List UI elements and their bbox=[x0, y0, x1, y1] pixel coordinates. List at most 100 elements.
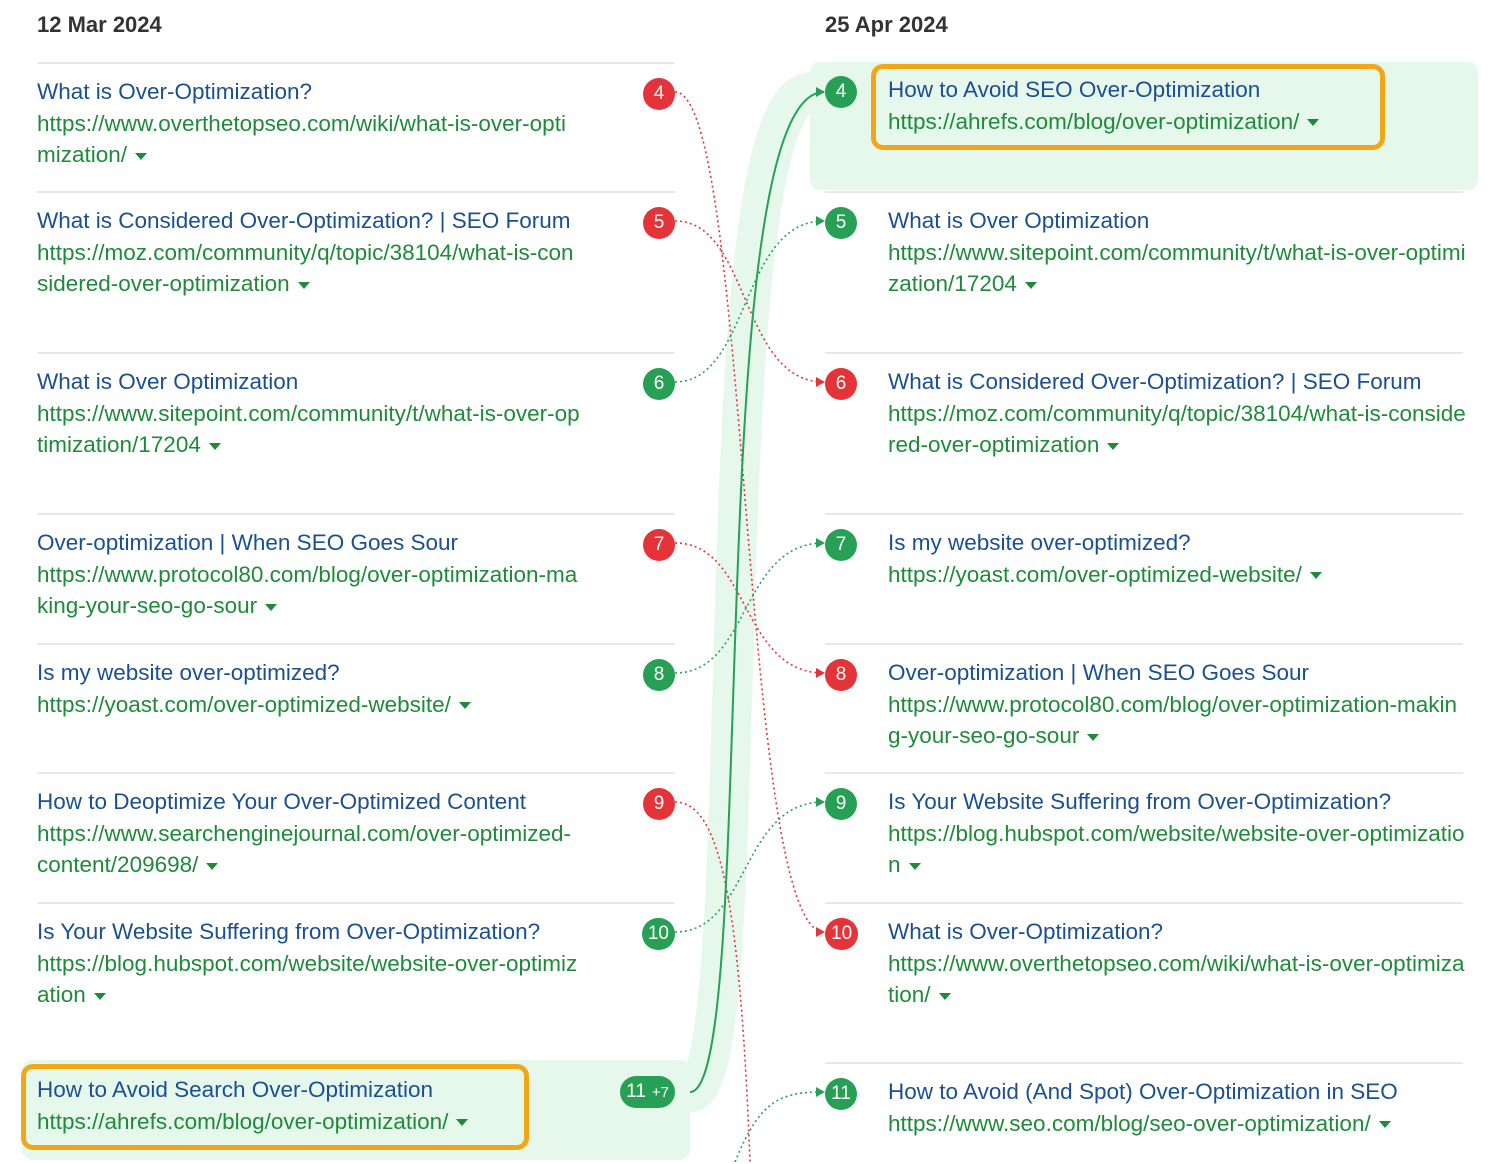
result-title-link[interactable]: How to Deoptimize Your Over-Optimized Co… bbox=[37, 789, 526, 814]
serp-row: 11 How to Avoid (And Spot) Over-Optimizat… bbox=[825, 1062, 1463, 1164]
result-title-link[interactable]: What is Over Optimization bbox=[37, 369, 299, 394]
result-title-link[interactable]: Over-optimization | When SEO Goes Sour bbox=[37, 530, 459, 555]
result-url-link[interactable]: https://www.overthetopseo.com/wiki/what-… bbox=[37, 110, 566, 168]
rank-connector bbox=[674, 542, 825, 674]
chevron-down-icon[interactable] bbox=[208, 442, 221, 450]
right-date: 25 Apr 2024 bbox=[825, 12, 948, 37]
rank-connector bbox=[674, 801, 751, 1162]
result-text: Is Your Website Suffering from Over-Opti… bbox=[888, 786, 1466, 881]
chevron-down-icon[interactable] bbox=[456, 1119, 469, 1127]
rank-badge: 9 bbox=[825, 788, 857, 820]
rank-number: 11 bbox=[626, 1081, 646, 1102]
rank-number: 8 bbox=[653, 664, 665, 685]
result-title-link[interactable]: Is Your Website Suffering from Over-Opti… bbox=[37, 919, 541, 944]
result-url-link[interactable]: https://www.sitepoint.com/community/t/wh… bbox=[888, 239, 1466, 297]
chevron-down-icon[interactable] bbox=[135, 152, 148, 160]
chevron-down-icon[interactable] bbox=[206, 862, 219, 870]
result-text: Is Your Website Suffering from Over-Opti… bbox=[37, 916, 582, 1011]
result-url-link[interactable]: https://blog.hubspot.com/website/website… bbox=[888, 820, 1465, 878]
result-title-link[interactable]: Is my website over-optimized? bbox=[37, 660, 340, 685]
rank-badge: 6 bbox=[825, 368, 857, 400]
result-text: What is Considered Over-Optimization? | … bbox=[888, 366, 1466, 461]
rank-badge: 6 bbox=[643, 368, 675, 400]
result-url-link[interactable]: https://yoast.com/over-optimized-website… bbox=[37, 691, 451, 717]
rank-number: 5 bbox=[835, 212, 847, 233]
rank-change-count: +7 bbox=[651, 1084, 669, 1101]
result-title-link[interactable]: What is Over Optimization bbox=[888, 208, 1150, 233]
chevron-down-icon[interactable] bbox=[93, 992, 106, 1000]
rank-badge: 4 bbox=[825, 76, 857, 108]
rank-badge: 5 bbox=[643, 207, 675, 239]
chevron-down-icon[interactable] bbox=[1309, 572, 1322, 580]
result-url-link[interactable]: https://www.seo.com/blog/seo-over-optimi… bbox=[888, 1110, 1371, 1136]
chevron-down-icon[interactable] bbox=[1087, 733, 1100, 741]
chevron-down-icon[interactable] bbox=[938, 992, 951, 1000]
result-url-link[interactable]: https://www.protocol80.com/blog/over-opt… bbox=[888, 691, 1457, 749]
serp-row: 5 What is Over Optimization https://www.si… bbox=[825, 191, 1466, 354]
result-url-link[interactable]: https://blog.hubspot.com/website/website… bbox=[37, 950, 578, 1008]
arrow-head-icon bbox=[816, 87, 825, 97]
rank-badge: 10 bbox=[825, 918, 859, 950]
rank-connector bbox=[674, 220, 825, 383]
serp-row: 5 What is Considered Over-Optimization? |… bbox=[37, 191, 675, 354]
rank-badge: 4 bbox=[643, 78, 675, 110]
result-url-link[interactable]: https://ahrefs.com/blog/over-optimizatio… bbox=[888, 108, 1300, 134]
result-text: How to Deoptimize Your Over-Optimized Co… bbox=[37, 786, 582, 881]
rank-number: 10 bbox=[647, 923, 669, 944]
serp-row: 8 Is my website over-optimized? https://yo… bbox=[37, 643, 675, 774]
chevron-down-icon[interactable] bbox=[265, 603, 278, 611]
serp-row: 6 What is Considered Over-Optimization? |… bbox=[825, 352, 1466, 515]
chevron-down-icon[interactable] bbox=[458, 702, 471, 710]
result-url-link[interactable]: https://yoast.com/over-optimized-website… bbox=[888, 561, 1302, 587]
arrow-head-icon bbox=[816, 538, 825, 548]
result-title-link[interactable]: What is Over-Optimization? bbox=[888, 919, 1164, 944]
serp-row: 11 +7 How to Avoid Search Over-Optimizatio… bbox=[21, 1062, 675, 1162]
serp-row: 10 Is Your Website Suffering from Over-Op… bbox=[37, 902, 675, 1064]
result-text: What is Over Optimization https://www.sit… bbox=[37, 366, 582, 461]
result-title-link[interactable]: Over-optimization | When SEO Goes Sour bbox=[888, 660, 1310, 685]
chevron-down-icon[interactable] bbox=[1107, 442, 1120, 450]
chevron-down-icon[interactable] bbox=[1378, 1121, 1391, 1129]
highlight-outline bbox=[21, 1064, 529, 1150]
serp-row: 7 Is my website over-optimized? https://yo… bbox=[825, 513, 1463, 645]
result-title-link[interactable]: How to Avoid SEO Over-Optimization bbox=[888, 77, 1261, 102]
rank-badge: 8 bbox=[643, 659, 675, 691]
chevron-down-icon[interactable] bbox=[1307, 119, 1320, 127]
result-url-link[interactable]: https://www.searchenginejournal.com/over… bbox=[37, 820, 571, 878]
result-title-link[interactable]: What is Considered Over-Optimization? | … bbox=[888, 369, 1422, 394]
result-text: What is Over-Optimization? https://www.ov… bbox=[888, 916, 1466, 1011]
rank-connector bbox=[674, 542, 825, 674]
result-title-link[interactable]: How to Avoid Search Over-Optimization bbox=[37, 1077, 434, 1102]
result-url-link[interactable]: https://ahrefs.com/blog/over-optimizatio… bbox=[37, 1108, 449, 1134]
arrow-head-icon bbox=[816, 927, 825, 937]
rank-number: 9 bbox=[653, 793, 665, 814]
rank-badge: 11 +7 bbox=[620, 1076, 675, 1108]
result-url-link[interactable]: https://moz.com/community/q/topic/38104/… bbox=[888, 400, 1466, 458]
rank-number: 4 bbox=[653, 83, 665, 104]
result-url-link[interactable]: https://www.sitepoint.com/community/t/wh… bbox=[37, 400, 580, 458]
result-title-link[interactable]: How to Avoid (And Spot) Over-Optimizatio… bbox=[888, 1079, 1398, 1104]
result-url-link[interactable]: https://www.protocol80.com/blog/over-opt… bbox=[37, 561, 578, 619]
result-text: What is Over Optimization https://www.sit… bbox=[888, 205, 1466, 300]
highlight-outline bbox=[871, 64, 1385, 150]
result-title-link[interactable]: What is Considered Over-Optimization? | … bbox=[37, 208, 571, 233]
rank-number: 10 bbox=[831, 923, 853, 944]
chevron-down-icon[interactable] bbox=[297, 281, 310, 289]
result-title-link[interactable]: Is my website over-optimized? bbox=[888, 530, 1191, 555]
serp-row: 9 How to Deoptimize Your Over-Optimized C… bbox=[37, 772, 675, 904]
arrow-head-icon bbox=[816, 216, 825, 226]
rank-badge: 5 bbox=[825, 207, 857, 239]
chevron-down-icon[interactable] bbox=[908, 862, 921, 870]
result-text: How to Avoid SEO Over-Optimization https:… bbox=[888, 74, 1466, 137]
result-url-link[interactable]: https://moz.com/community/q/topic/38104/… bbox=[37, 239, 574, 297]
result-title-link[interactable]: What is Over-Optimization? bbox=[37, 79, 313, 104]
serp-row: 4 How to Avoid SEO Over-Optimization https… bbox=[825, 62, 1463, 191]
chevron-down-icon[interactable] bbox=[1024, 281, 1037, 289]
rank-number: 4 bbox=[835, 81, 847, 102]
serp-row: 6 What is Over Optimization https://www.si… bbox=[37, 352, 675, 515]
arrow-head-icon bbox=[816, 668, 825, 678]
result-title-link[interactable]: Is Your Website Suffering from Over-Opti… bbox=[888, 789, 1392, 814]
result-url-link[interactable]: https://www.overthetopseo.com/wiki/what-… bbox=[888, 950, 1465, 1008]
rank-badge: 8 bbox=[825, 659, 857, 691]
